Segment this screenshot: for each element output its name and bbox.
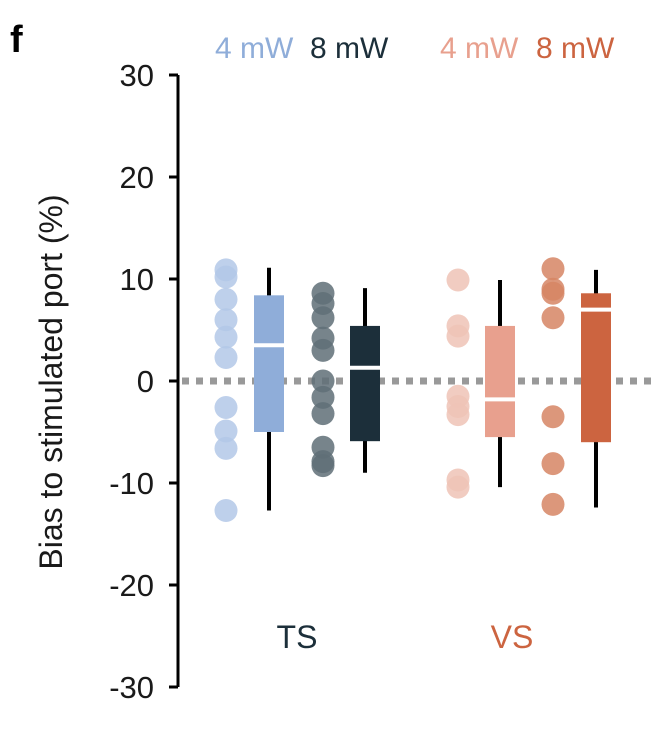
data-point (541, 492, 565, 516)
data-point (214, 346, 238, 370)
y-tick-label: -30 (109, 670, 154, 705)
data-point (214, 265, 238, 289)
y-tick-label: -10 (109, 466, 154, 501)
panel-label: f (10, 19, 23, 61)
data-point (311, 369, 335, 393)
legend-vs-8mw: 8 mW (536, 32, 615, 65)
box-body (254, 295, 284, 432)
data-point (311, 338, 335, 362)
y-axis: 30 20 10 0 -10 -20 -30 (109, 58, 180, 705)
data-point (541, 452, 565, 476)
plot-area (214, 257, 611, 523)
y-tick-label: -20 (109, 568, 154, 603)
data-point (214, 308, 238, 332)
group-label-ts: TS (277, 619, 318, 655)
data-point (214, 419, 238, 443)
data-point (541, 306, 565, 330)
data-point (214, 499, 238, 523)
data-point (446, 268, 470, 292)
data-point (311, 454, 335, 478)
data-point (311, 385, 335, 409)
box-body (581, 293, 611, 443)
data-point (214, 287, 238, 311)
series-vs-8-mw (541, 257, 611, 516)
legend-vs-4mw: 4 mW (440, 32, 519, 65)
data-point (214, 396, 238, 420)
legend-ts-8mw: 8 mW (310, 32, 389, 65)
legend: 4 mW 8 mW 4 mW 8 mW (215, 32, 615, 65)
data-point (541, 405, 565, 429)
legend-ts-4mw: 4 mW (215, 32, 294, 65)
series-vs-4-mw (446, 268, 515, 499)
data-point (446, 403, 470, 427)
data-point (311, 402, 335, 426)
data-point (541, 281, 565, 305)
data-point (446, 324, 470, 348)
y-tick-label: 10 (120, 262, 154, 297)
y-axis-label: Bias to stimulated port (%) (33, 194, 69, 569)
data-point (541, 257, 565, 281)
group-label-vs: VS (491, 619, 534, 655)
box-body (485, 325, 515, 438)
box-body (350, 325, 380, 442)
series-ts-4-mw (214, 258, 284, 523)
data-point (214, 436, 238, 460)
data-point (214, 325, 238, 349)
group-labels: TS VS (277, 619, 534, 655)
y-tick-label: 30 (120, 58, 154, 93)
series-ts-8-mw (311, 281, 380, 478)
data-point (311, 306, 335, 330)
y-tick-label: 0 (137, 364, 154, 399)
y-tick-label: 20 (120, 160, 154, 195)
data-point (446, 475, 470, 499)
